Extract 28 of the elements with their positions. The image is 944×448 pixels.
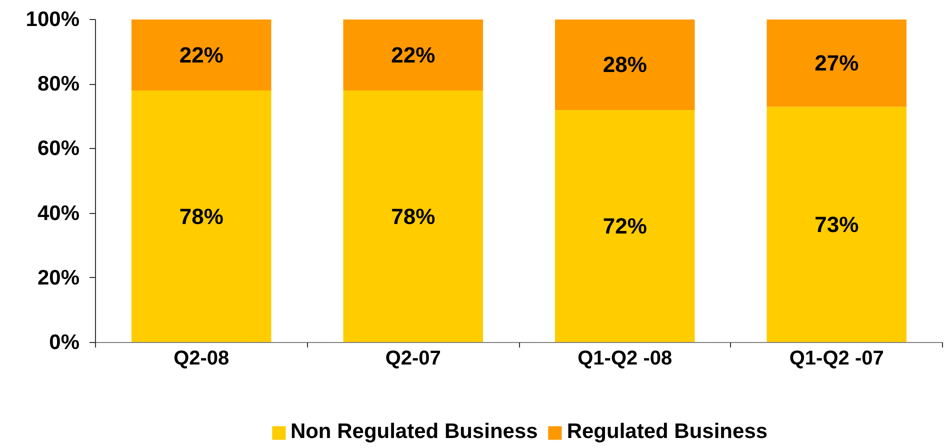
y-tick-label: 0% xyxy=(49,331,80,354)
data-label: 27% xyxy=(814,50,859,76)
y-tick-label: 20% xyxy=(37,266,80,290)
data-label: 22% xyxy=(179,42,224,68)
data-label: 72% xyxy=(602,214,647,239)
x-tick-label: Q2-07 xyxy=(385,348,441,370)
bar xyxy=(554,20,695,110)
bar xyxy=(343,20,484,91)
legend-label: Non Regulated Business xyxy=(290,420,538,444)
x-tick-label: Q1-Q2 -08 xyxy=(578,348,672,370)
bar xyxy=(131,90,272,342)
bar xyxy=(343,90,484,342)
data-label: 28% xyxy=(602,52,647,78)
data-label: 78% xyxy=(391,204,436,230)
data-label: 22% xyxy=(391,42,436,68)
x-tick-label: Q2-08 xyxy=(174,348,230,370)
bar xyxy=(131,20,272,91)
bar xyxy=(554,110,695,342)
data-label: 78% xyxy=(179,204,224,230)
y-tick-label: 40% xyxy=(37,202,80,225)
x-tick-label: Q1-Q2 -07 xyxy=(789,348,884,370)
y-tick-label: 60% xyxy=(37,137,80,160)
y-tick-label: 80% xyxy=(37,72,80,96)
data-label: 73% xyxy=(814,212,859,238)
y-tick-label: 100% xyxy=(26,8,80,31)
bar xyxy=(766,20,907,107)
bar xyxy=(766,106,907,342)
legend-label: Regulated Business xyxy=(566,420,768,444)
